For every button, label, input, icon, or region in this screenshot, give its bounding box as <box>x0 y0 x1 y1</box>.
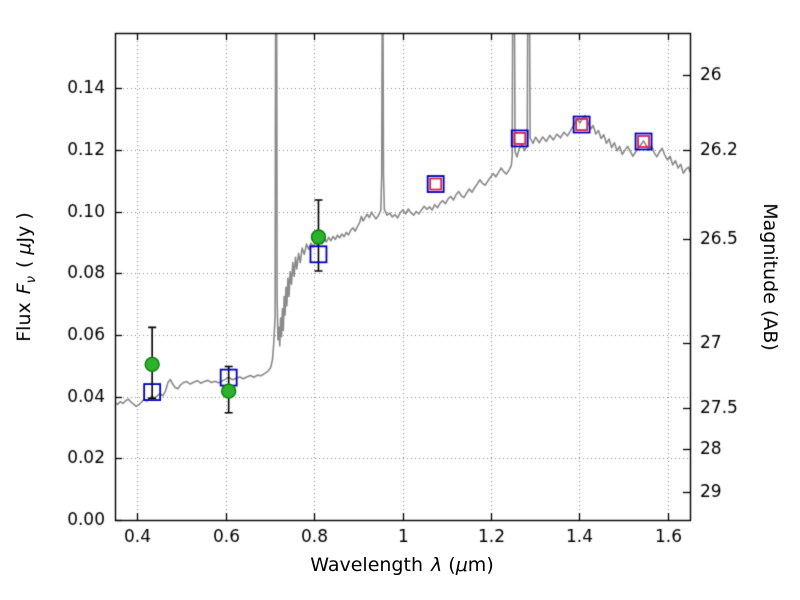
flux-mu-symbol: μ <box>13 242 36 255</box>
flux-label-word: Flux <box>13 302 36 342</box>
flux-unit-close: Jy ) <box>13 212 36 243</box>
flux-unit-open: ( <box>13 260 36 269</box>
x-axis-unit-close: m) <box>467 554 494 576</box>
x-axis-lambda-symbol: λ <box>430 554 443 576</box>
flux-symbol-subscript: ν <box>23 276 39 284</box>
x-axis-mu-symbol: μ <box>455 554 468 576</box>
x-axis-label-word: Wavelength <box>310 554 423 576</box>
right-y-axis-label: Magnitude (AB) <box>759 203 781 351</box>
left-y-axis-label: Flux Fν ( μJy ) <box>13 212 39 342</box>
x-axis-label: Wavelength λ (μm) <box>310 554 493 576</box>
flux-symbol: F <box>13 283 36 295</box>
x-axis-unit-open: ( <box>448 554 456 576</box>
